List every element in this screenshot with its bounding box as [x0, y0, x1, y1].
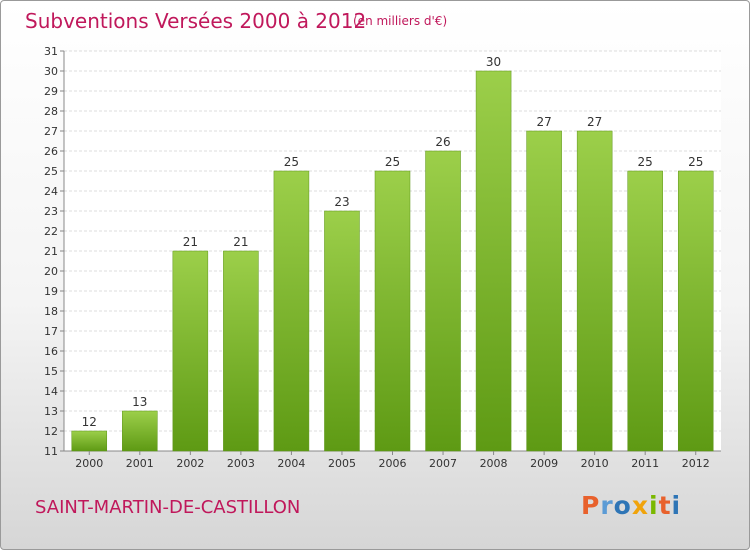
x-tick-label: 2008 — [480, 457, 508, 470]
y-tick-label: 31 — [44, 45, 58, 58]
y-tick-label: 21 — [44, 245, 58, 258]
x-tick-label: 2006 — [379, 457, 407, 470]
x-tick-label: 2004 — [277, 457, 305, 470]
bar-value-label: 12 — [82, 415, 97, 429]
y-tick-label: 19 — [44, 285, 58, 298]
bar-value-label: 21 — [233, 235, 248, 249]
y-tick-label: 23 — [44, 205, 58, 218]
logo-letter: P — [581, 491, 601, 520]
x-tick-label: 2003 — [227, 457, 255, 470]
y-tick-label: 26 — [44, 145, 58, 158]
logo-letter: t — [658, 491, 672, 520]
x-tick-label: 2005 — [328, 457, 356, 470]
bar — [627, 170, 663, 452]
bar-value-label: 21 — [183, 235, 198, 249]
logo-letter: i — [671, 491, 682, 520]
y-tick-label: 28 — [44, 105, 58, 118]
bar — [475, 70, 512, 452]
bar — [172, 250, 209, 452]
bar — [223, 250, 259, 452]
bar-value-label: 27 — [536, 115, 551, 129]
chart-title: Subventions Versées 2000 à 2012 — [25, 9, 367, 33]
bar — [324, 210, 360, 452]
bar — [122, 410, 158, 452]
y-tick-label: 29 — [44, 85, 58, 98]
bar-value-label: 13 — [132, 395, 147, 409]
y-tick-label: 16 — [44, 345, 58, 358]
y-tick-label: 13 — [44, 405, 58, 418]
y-tick-label: 11 — [44, 445, 58, 458]
bar — [576, 130, 613, 452]
bar-value-label: 30 — [486, 55, 501, 69]
proxiti-logo: Proxiti — [581, 491, 681, 520]
bar-value-label: 25 — [385, 155, 400, 169]
bar — [71, 430, 108, 452]
bar-value-label: 26 — [435, 135, 450, 149]
bar — [677, 170, 714, 452]
bar — [273, 170, 310, 452]
y-tick-label: 27 — [44, 125, 58, 138]
y-tick-label: 30 — [44, 65, 58, 78]
logo-letter: r — [600, 491, 614, 520]
y-tick-label: 22 — [44, 225, 58, 238]
y-tick-label: 14 — [44, 385, 58, 398]
bar — [425, 150, 461, 452]
logo-letter: x — [631, 491, 649, 520]
y-tick-label: 12 — [44, 425, 58, 438]
logo-letter: o — [613, 491, 632, 520]
x-tick-label: 2009 — [530, 457, 558, 470]
x-tick-label: 2010 — [581, 457, 609, 470]
bar-value-label: 25 — [638, 155, 653, 169]
y-tick-label: 25 — [44, 165, 58, 178]
commune-name: SAINT-MARTIN-DE-CASTILLON — [35, 497, 301, 518]
y-tick-label: 18 — [44, 305, 58, 318]
x-tick-label: 2011 — [631, 457, 659, 470]
bar-value-label: 27 — [587, 115, 602, 129]
bar-value-label: 23 — [334, 195, 349, 209]
bar-value-label: 25 — [284, 155, 299, 169]
bar — [526, 130, 562, 452]
chart-subtitle: (en milliers d'€) — [353, 14, 448, 28]
y-tick-label: 20 — [44, 265, 58, 278]
bar-value-label: 25 — [688, 155, 703, 169]
x-tick-label: 2007 — [429, 457, 457, 470]
x-tick-label: 2002 — [176, 457, 204, 470]
x-tick-label: 2001 — [126, 457, 154, 470]
bar — [374, 170, 411, 452]
logo-letter: i — [649, 491, 659, 520]
y-tick-label: 24 — [44, 185, 58, 198]
y-tick-label: 15 — [44, 365, 58, 378]
y-tick-label: 17 — [44, 325, 58, 338]
x-tick-label: 2012 — [682, 457, 710, 470]
x-tick-label: 2000 — [75, 457, 103, 470]
